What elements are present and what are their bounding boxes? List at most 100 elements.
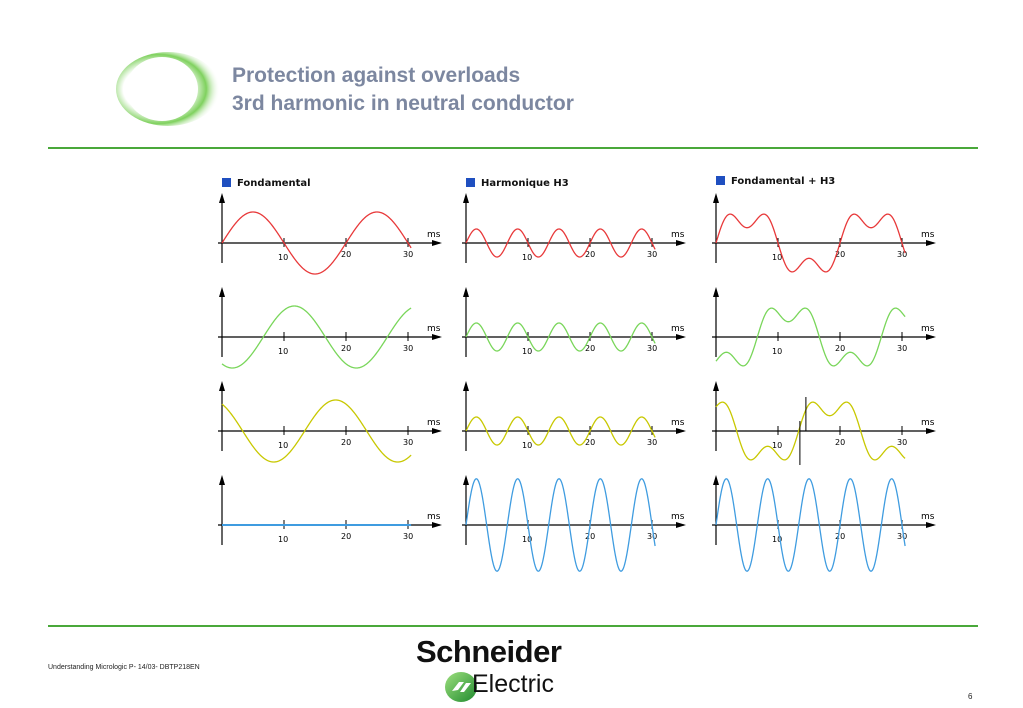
waveform-phase2	[715, 307, 906, 367]
x-axis-unit: ms	[671, 230, 685, 240]
x-axis-unit: ms	[671, 418, 685, 428]
x-tick-label: 10	[772, 441, 782, 450]
x-tick-label: 20	[585, 438, 595, 447]
x-tick-label: 10	[772, 253, 782, 262]
x-tick-label: 30	[403, 250, 413, 259]
x-axis-arrow-icon	[432, 522, 442, 528]
x-tick-label: 30	[647, 250, 657, 259]
plot-c2-r1: ms 10 20 30	[712, 287, 936, 367]
x-tick-label: 30	[897, 438, 907, 447]
waveform-phase2	[221, 305, 412, 369]
brand-name-bottom: Electric	[472, 670, 554, 698]
brand-mark-icon	[445, 672, 477, 702]
x-tick-label: 30	[897, 250, 907, 259]
x-axis-arrow-icon	[926, 522, 936, 528]
x-axis-arrow-icon	[432, 334, 442, 340]
x-tick-label: 30	[647, 532, 657, 541]
x-tick-label: 30	[403, 344, 413, 353]
y-axis-arrow-icon	[219, 381, 225, 391]
x-tick-label: 20	[341, 532, 351, 541]
legend-square-icon	[222, 178, 231, 187]
column-header-label: Harmonique H3	[481, 178, 569, 189]
plot-c0-r3: ms 10 20 30	[218, 475, 442, 545]
x-tick-label: 20	[341, 438, 351, 447]
column-header-fundamental: Fondamental	[222, 178, 311, 189]
x-tick-label: 10	[522, 347, 532, 356]
waveform-phase1	[465, 228, 656, 258]
x-tick-label: 10	[772, 347, 782, 356]
x-tick-label: 10	[278, 535, 288, 544]
x-tick-label: 20	[835, 344, 845, 353]
x-axis-arrow-icon	[432, 428, 442, 434]
x-axis-unit: ms	[671, 512, 685, 522]
x-tick-label: 10	[278, 441, 288, 450]
x-tick-label: 10	[522, 441, 532, 450]
waveform-phase3	[465, 416, 656, 446]
y-axis-arrow-icon	[463, 475, 469, 485]
x-tick-label: 20	[835, 250, 845, 259]
waveform-phase1	[221, 211, 412, 275]
x-tick-label: 20	[835, 532, 845, 541]
schneider-electric-logo: Schneider Electric	[412, 632, 592, 708]
y-axis-arrow-icon	[463, 193, 469, 203]
plot-c0-r0: ms 10 20 30	[218, 193, 442, 275]
x-tick-label: 10	[522, 253, 532, 262]
x-axis-arrow-icon	[926, 240, 936, 246]
y-axis-arrow-icon	[463, 287, 469, 297]
plot-c2-r2: ms 10 20 30	[712, 381, 936, 465]
plot-c1-r0: ms 10 20 30	[462, 193, 686, 263]
slide-title: Protection against overloads 3rd harmoni…	[232, 62, 574, 118]
legend-square-icon	[716, 176, 725, 185]
x-axis-unit: ms	[427, 230, 441, 240]
waveform-phase1	[715, 213, 906, 273]
x-axis-arrow-icon	[676, 428, 686, 434]
x-axis-arrow-icon	[676, 240, 686, 246]
x-axis-arrow-icon	[676, 334, 686, 340]
y-axis-arrow-icon	[713, 475, 719, 485]
x-axis-unit: ms	[921, 324, 935, 334]
y-axis-arrow-icon	[219, 475, 225, 485]
y-axis-arrow-icon	[463, 381, 469, 391]
page-number: 6	[968, 692, 973, 701]
footer-reference: Understanding Micrologic P- 14/03- DBTP2…	[48, 664, 200, 671]
plot-c1-r3: ms 10 20 30	[462, 475, 686, 572]
x-axis-unit: ms	[427, 418, 441, 428]
x-tick-label: 20	[341, 250, 351, 259]
x-tick-label: 30	[647, 438, 657, 447]
x-axis-unit: ms	[671, 324, 685, 334]
x-tick-label: 10	[278, 253, 288, 262]
x-tick-label: 30	[403, 532, 413, 541]
column-header-sum: Fondamental + H3	[716, 176, 835, 187]
x-tick-label: 10	[278, 347, 288, 356]
title-line-2: 3rd harmonic in neutral conductor	[232, 92, 574, 115]
x-tick-label: 30	[403, 438, 413, 447]
x-tick-label: 20	[585, 344, 595, 353]
y-axis-arrow-icon	[713, 193, 719, 203]
plot-c0-r1: ms 10 20 30	[218, 287, 442, 369]
title-logo	[116, 50, 226, 128]
column-header-label: Fondamental	[237, 178, 311, 189]
y-axis-arrow-icon	[713, 381, 719, 391]
x-axis-unit: ms	[427, 324, 441, 334]
plot-c1-r2: ms 10 20 30	[462, 381, 686, 451]
x-axis-unit: ms	[921, 418, 935, 428]
x-tick-label: 10	[772, 535, 782, 544]
column-header-label: Fondamental + H3	[731, 176, 836, 187]
x-tick-label: 30	[897, 344, 907, 353]
x-axis-arrow-icon	[926, 428, 936, 434]
x-axis-arrow-icon	[676, 522, 686, 528]
x-tick-label: 20	[585, 250, 595, 259]
waveform-neutral	[465, 478, 656, 572]
x-axis-arrow-icon	[926, 334, 936, 340]
bottom-divider	[48, 625, 978, 627]
y-axis-arrow-icon	[219, 287, 225, 297]
legend-square-icon	[466, 178, 475, 187]
x-axis-unit: ms	[921, 512, 935, 522]
waveform-phase3	[715, 401, 906, 461]
plot-c2-r3: ms 10 20 30	[712, 475, 936, 572]
waveform-neutral	[715, 478, 906, 572]
waveform-phase2	[465, 322, 656, 352]
x-tick-label: 20	[835, 438, 845, 447]
column-header-h3: Harmonique H3	[466, 178, 569, 189]
